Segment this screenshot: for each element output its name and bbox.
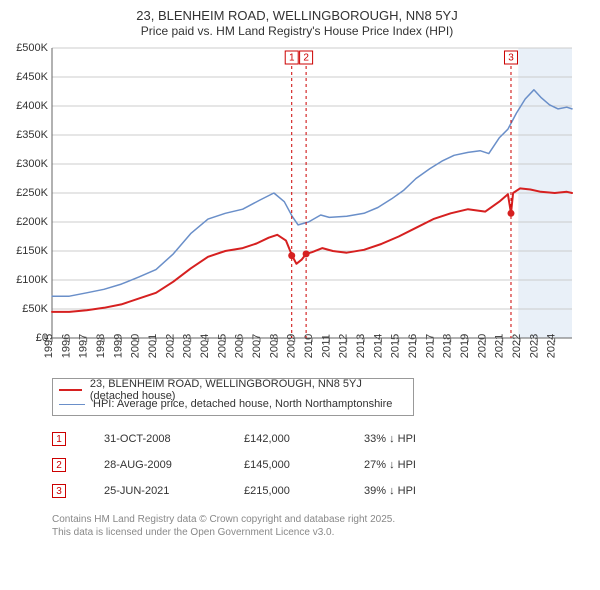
x-tick-label: 1996 xyxy=(60,334,72,358)
x-tick-label: 2012 xyxy=(338,334,350,358)
event-number-box: 2 xyxy=(52,458,66,472)
x-tick-label: 2020 xyxy=(476,334,488,358)
title-main: 23, BLENHEIM ROAD, WELLINGBOROUGH, NN8 5… xyxy=(6,8,588,23)
legend-swatch xyxy=(59,404,85,405)
y-tick-label: £450K xyxy=(16,71,48,83)
chart-svg: £0£50K£100K£150K£200K£250K£300K£350K£400… xyxy=(6,42,582,372)
event-marker-num: 3 xyxy=(508,53,514,64)
x-tick-label: 2004 xyxy=(199,334,211,358)
y-tick-label: £500K xyxy=(16,42,48,54)
x-tick-label: 2021 xyxy=(494,334,506,358)
event-marker-num: 2 xyxy=(303,53,309,64)
title-sub: Price paid vs. HM Land Registry's House … xyxy=(6,24,588,38)
event-date: 31-OCT-2008 xyxy=(104,433,244,445)
x-tick-label: 2006 xyxy=(234,334,246,358)
chart-area: £0£50K£100K£150K£200K£250K£300K£350K£400… xyxy=(6,42,588,372)
events-table: 1 31-OCT-2008£142,00033% ↓ HPI 2 28-AUG-200… xyxy=(52,426,588,504)
series-property xyxy=(52,188,572,312)
x-tick-label: 2015 xyxy=(390,334,402,358)
y-tick-label: £250K xyxy=(16,187,48,199)
event-marker-num: 1 xyxy=(289,53,295,64)
x-tick-label: 2017 xyxy=(424,334,436,358)
event-date: 28-AUG-2009 xyxy=(104,459,244,471)
event-number-box: 3 xyxy=(52,484,66,498)
x-tick-label: 2007 xyxy=(251,334,263,358)
attribution-line1: Contains HM Land Registry data © Crown c… xyxy=(52,514,588,527)
y-tick-label: £350K xyxy=(16,129,48,141)
events-row: 2 28-AUG-2009£145,00027% ↓ HPI xyxy=(52,452,588,478)
event-delta: 39% ↓ HPI xyxy=(364,485,416,497)
events-row: 3 25-JUN-2021£215,00039% ↓ HPI xyxy=(52,478,588,504)
x-tick-label: 2014 xyxy=(372,334,384,358)
event-price: £145,000 xyxy=(244,459,364,471)
event-price: £215,000 xyxy=(244,485,364,497)
x-tick-label: 2018 xyxy=(442,334,454,358)
x-tick-label: 1999 xyxy=(112,334,124,358)
x-tick-label: 1997 xyxy=(78,334,90,358)
x-tick-label: 1998 xyxy=(95,334,107,358)
legend-swatch xyxy=(59,389,82,391)
y-tick-label: £100K xyxy=(16,274,48,286)
x-tick-label: 2024 xyxy=(546,334,558,358)
attribution: Contains HM Land Registry data © Crown c… xyxy=(52,514,588,539)
x-tick-label: 2019 xyxy=(459,334,471,358)
legend-row: 23, BLENHEIM ROAD, WELLINGBOROUGH, NN8 5… xyxy=(59,383,407,397)
x-tick-label: 2023 xyxy=(528,334,540,358)
legend: 23, BLENHEIM ROAD, WELLINGBOROUGH, NN8 5… xyxy=(52,378,414,416)
x-tick-label: 2002 xyxy=(164,334,176,358)
y-tick-label: £400K xyxy=(16,100,48,112)
x-tick-label: 2005 xyxy=(216,334,228,358)
event-dot xyxy=(288,252,295,259)
x-tick-label: 1995 xyxy=(43,334,55,358)
event-price: £142,000 xyxy=(244,433,364,445)
x-tick-label: 2010 xyxy=(303,334,315,358)
x-tick-label: 2000 xyxy=(130,334,142,358)
y-tick-label: £150K xyxy=(16,245,48,257)
event-dot xyxy=(303,250,310,257)
event-number-box: 1 xyxy=(52,432,66,446)
x-tick-label: 2016 xyxy=(407,334,419,358)
legend-row: HPI: Average price, detached house, Nort… xyxy=(59,397,407,411)
attribution-line2: This data is licensed under the Open Gov… xyxy=(52,527,588,540)
legend-label: HPI: Average price, detached house, Nort… xyxy=(93,398,392,410)
y-tick-label: £200K xyxy=(16,216,48,228)
event-date: 25-JUN-2021 xyxy=(104,485,244,497)
x-tick-label: 2008 xyxy=(268,334,280,358)
x-tick-label: 2013 xyxy=(355,334,367,358)
y-tick-label: £300K xyxy=(16,158,48,170)
event-delta: 27% ↓ HPI xyxy=(364,459,416,471)
y-tick-label: £50K xyxy=(22,303,48,315)
x-tick-label: 2003 xyxy=(182,334,194,358)
x-tick-label: 2022 xyxy=(511,334,523,358)
events-row: 1 31-OCT-2008£142,00033% ↓ HPI xyxy=(52,426,588,452)
chart-titles: 23, BLENHEIM ROAD, WELLINGBOROUGH, NN8 5… xyxy=(6,8,588,38)
x-tick-label: 2001 xyxy=(147,334,159,358)
event-delta: 33% ↓ HPI xyxy=(364,433,416,445)
event-dot xyxy=(507,210,514,217)
